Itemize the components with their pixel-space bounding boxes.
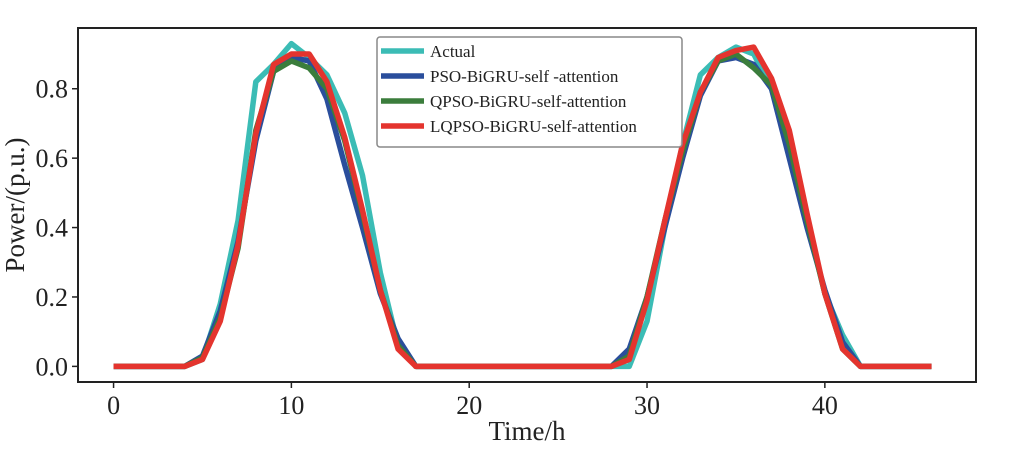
y-tick-label: 0.8 [36,75,69,104]
x-tick-label: 30 [634,391,660,420]
legend: Actual PSO-BiGRU-self -attention QPSO-BiGR… [376,36,683,148]
legend-label-3: LQPSO-BiGRU-self-attention [430,117,637,136]
ticks-layer: 0 10 20 30 40 0.0 0.2 0.4 0.6 0.8 [36,75,838,420]
x-axis-title: Time/h [488,416,566,446]
x-tick-label: 20 [456,391,482,420]
legend-frame [376,36,683,148]
x-tick-label: 40 [812,391,838,420]
y-tick-label: 0.0 [36,352,69,381]
legend-label-0: Actual [430,42,476,61]
y-tick-label: 0.4 [36,214,69,243]
x-tick-label: 0 [107,391,120,420]
y-tick-label: 0.2 [36,283,69,312]
y-axis-title: Power/(p.u.) [0,138,30,273]
legend-label-2: QPSO-BiGRU-self-attention [430,92,627,111]
x-tick-label: 10 [278,391,304,420]
y-tick-label: 0.6 [36,144,69,173]
series-layer [113,40,932,370]
series-line-3 [113,44,932,370]
legend-label-1: PSO-BiGRU-self -attention [430,67,619,86]
plot-frame [77,27,977,383]
